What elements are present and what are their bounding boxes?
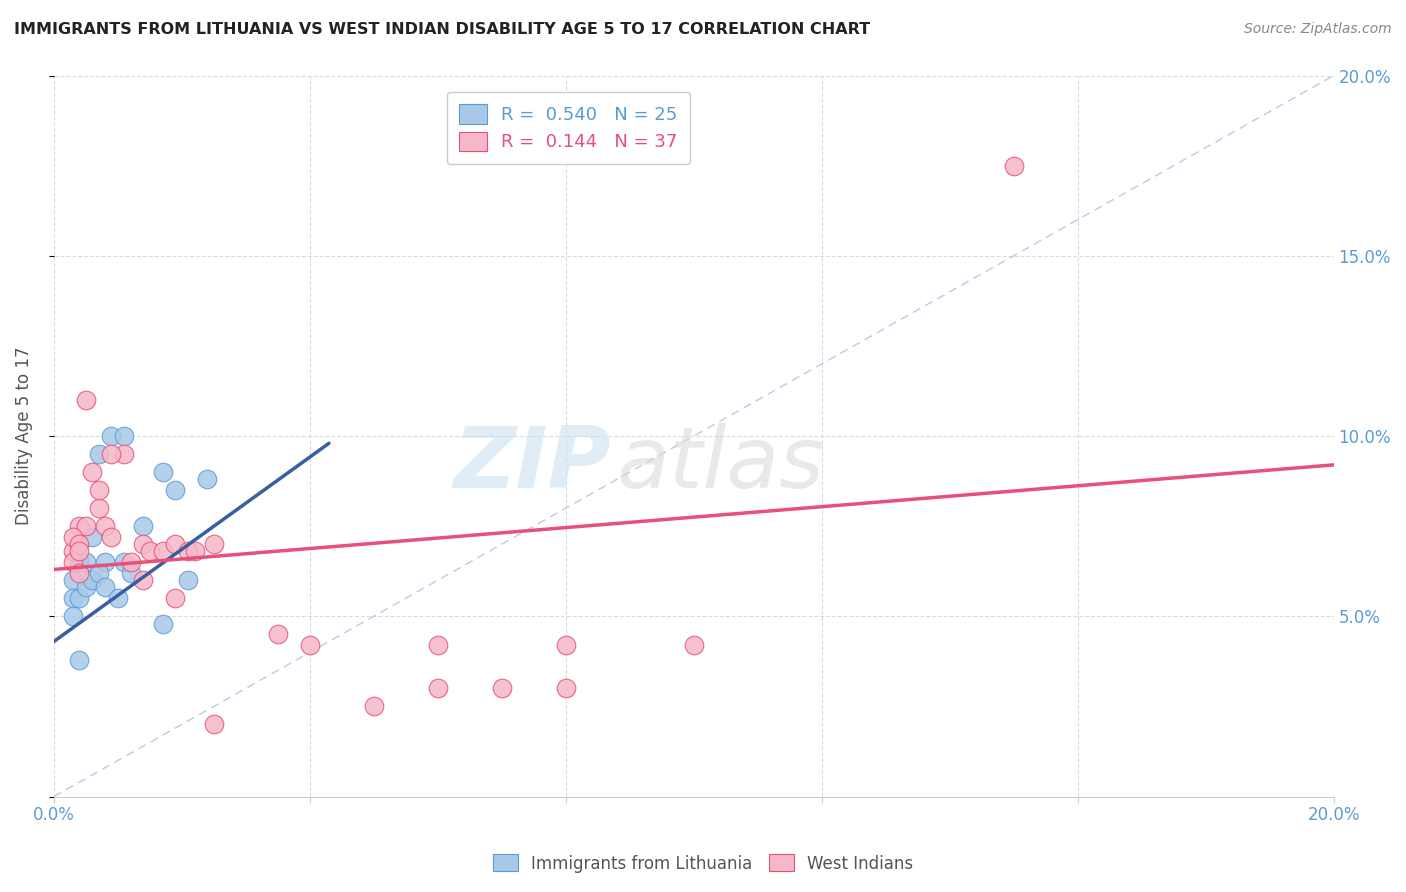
Point: [152, 544, 174, 558]
Point: [75, 555, 97, 569]
Point: [165, 591, 187, 606]
Y-axis label: Disability Age 5 to 17: Disability Age 5 to 17: [15, 347, 32, 525]
Point: [132, 537, 155, 551]
Point: [67, 544, 90, 558]
Point: [62, 555, 84, 569]
Point: [67, 591, 90, 606]
Point: [94, 519, 117, 533]
Point: [100, 530, 122, 544]
Point: [67, 566, 90, 580]
Text: Source: ZipAtlas.com: Source: ZipAtlas.com: [1244, 22, 1392, 37]
Point: [298, 638, 321, 652]
Point: [82, 573, 104, 587]
Point: [120, 566, 142, 580]
Point: [491, 681, 513, 696]
Point: [554, 681, 576, 696]
Point: [100, 429, 122, 443]
Point: [132, 573, 155, 587]
Point: [152, 465, 174, 479]
Point: [139, 544, 162, 558]
Point: [94, 555, 117, 569]
Point: [165, 537, 187, 551]
Point: [1002, 159, 1025, 173]
Point: [267, 627, 290, 641]
Point: [67, 555, 90, 569]
Point: [197, 472, 219, 486]
Text: 20.0%: 20.0%: [1308, 806, 1360, 824]
Point: [67, 537, 90, 551]
Legend: Immigrants from Lithuania, West Indians: Immigrants from Lithuania, West Indians: [486, 847, 920, 880]
Point: [177, 573, 200, 587]
Point: [87, 501, 110, 516]
Point: [75, 581, 97, 595]
Point: [152, 616, 174, 631]
Point: [177, 544, 200, 558]
Point: [426, 681, 449, 696]
Point: [183, 544, 205, 558]
Legend: R =  0.540   N = 25, R =  0.144   N = 37: R = 0.540 N = 25, R = 0.144 N = 37: [447, 92, 690, 164]
Point: [62, 591, 84, 606]
Point: [112, 429, 135, 443]
Point: [82, 530, 104, 544]
Point: [120, 555, 142, 569]
Point: [426, 638, 449, 652]
Point: [62, 530, 84, 544]
Point: [363, 699, 385, 714]
Point: [87, 447, 110, 461]
Point: [107, 591, 129, 606]
Point: [67, 652, 90, 666]
Point: [87, 566, 110, 580]
Text: atlas: atlas: [617, 424, 825, 507]
Point: [202, 717, 225, 731]
Point: [682, 638, 704, 652]
Point: [554, 638, 576, 652]
Text: IMMIGRANTS FROM LITHUANIA VS WEST INDIAN DISABILITY AGE 5 TO 17 CORRELATION CHAR: IMMIGRANTS FROM LITHUANIA VS WEST INDIAN…: [14, 22, 870, 37]
Point: [75, 392, 97, 407]
Point: [100, 447, 122, 461]
Text: ZIP: ZIP: [453, 424, 610, 507]
Point: [112, 447, 135, 461]
Text: 0.0%: 0.0%: [32, 806, 75, 824]
Point: [202, 537, 225, 551]
Point: [62, 573, 84, 587]
Point: [67, 519, 90, 533]
Point: [112, 555, 135, 569]
Point: [62, 609, 84, 624]
Point: [75, 519, 97, 533]
Point: [94, 581, 117, 595]
Point: [87, 483, 110, 497]
Point: [165, 483, 187, 497]
Point: [82, 465, 104, 479]
Point: [132, 519, 155, 533]
Point: [62, 544, 84, 558]
